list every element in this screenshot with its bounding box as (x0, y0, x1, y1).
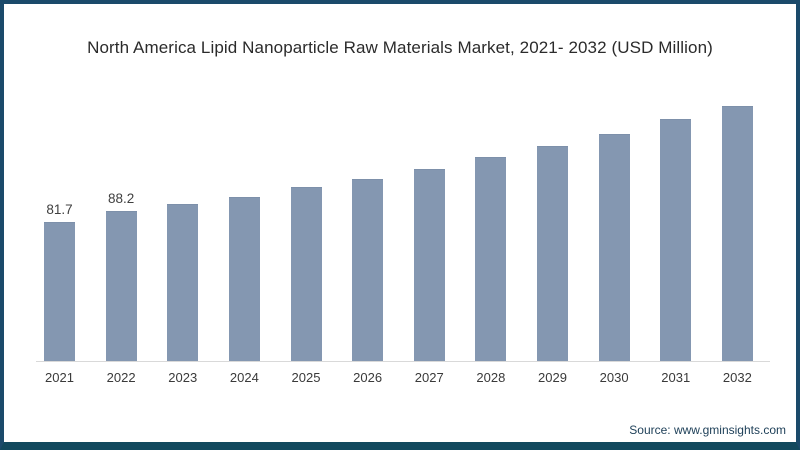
x-tick-2030: 2030 (599, 370, 629, 385)
x-tick-2032: 2032 (722, 370, 752, 385)
bar-column-2028 (475, 137, 507, 361)
bar-column-2026 (352, 159, 384, 361)
bar-2031 (660, 119, 692, 361)
bar-column-2029 (537, 126, 568, 361)
bar-column-2024 (228, 177, 260, 361)
chart-title: North America Lipid Nanoparticle Raw Mat… (87, 38, 713, 57)
bar-2025 (290, 187, 322, 361)
bar-column-2023 (167, 184, 199, 361)
x-axis-ticks: 2021 2022 2023 2024 2025 2026 2027 2028 2029 2030… (44, 370, 753, 385)
bar-column-2031 (660, 99, 692, 361)
x-tick-2022: 2022 (106, 370, 136, 385)
x-tick-2029: 2029 (538, 370, 567, 385)
bar-2022 (105, 211, 137, 361)
bar-2023 (167, 204, 199, 361)
bar-column-2027 (413, 149, 445, 361)
x-tick-2024: 2024 (229, 370, 259, 385)
bar-chart: 81.7 88.2 (44, 86, 753, 361)
x-tick-2021: 2021 (45, 370, 74, 385)
x-tick-2026: 2026 (353, 370, 383, 385)
bar-2032 (721, 106, 753, 361)
bar-column-2032 (721, 86, 753, 361)
bar-2027 (413, 169, 445, 361)
x-tick-2031: 2031 (661, 370, 691, 385)
source-attribution: Source: www.gminsights.com (629, 423, 786, 437)
bar-2028 (475, 157, 507, 361)
bar-column-2030 (598, 114, 630, 361)
x-tick-2023: 2023 (168, 370, 198, 385)
bar-value-label-2021: 81.7 (46, 202, 73, 217)
bar-2030 (598, 134, 630, 361)
bar-2024 (228, 197, 260, 361)
bar-column-2025 (290, 167, 322, 361)
x-axis-line (36, 361, 770, 362)
bar-2021 (44, 222, 75, 361)
bar-column-2022: 88.2 (105, 191, 137, 361)
bar-2029 (537, 146, 568, 361)
x-tick-2025: 2025 (291, 370, 321, 385)
x-tick-2028: 2028 (476, 370, 506, 385)
bar-column-2021: 81.7 (44, 202, 75, 361)
bar-2026 (352, 179, 384, 361)
bar-value-label-2022: 88.2 (107, 191, 135, 206)
x-tick-2027: 2027 (414, 370, 444, 385)
